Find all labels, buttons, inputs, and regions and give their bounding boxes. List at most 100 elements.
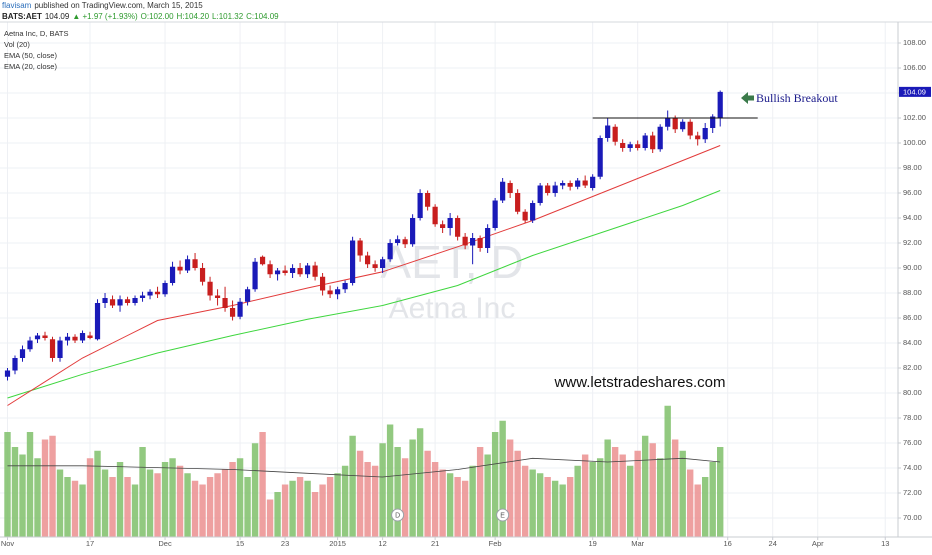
candle-body bbox=[702, 128, 708, 140]
candle-body bbox=[117, 299, 123, 306]
candle-body bbox=[207, 281, 213, 296]
volume-bar bbox=[701, 477, 709, 537]
candle-body bbox=[139, 295, 146, 298]
candle-body bbox=[635, 144, 641, 148]
candle-body bbox=[372, 264, 378, 268]
volume-bar bbox=[484, 454, 491, 537]
candle-body bbox=[665, 118, 671, 127]
last-price-box bbox=[899, 86, 931, 97]
volume-bar bbox=[469, 465, 476, 537]
high: H:104.20 bbox=[177, 12, 210, 21]
volume-bar bbox=[214, 473, 221, 537]
volume-bar bbox=[649, 443, 656, 537]
volume-bar bbox=[424, 450, 431, 537]
volume-bar bbox=[326, 477, 334, 537]
volume-bar bbox=[266, 499, 274, 537]
candle-body bbox=[229, 308, 236, 317]
x-tick-label: 2015 bbox=[329, 539, 346, 548]
volume-bar bbox=[19, 454, 26, 537]
volume-bar bbox=[664, 405, 671, 537]
candle-body bbox=[605, 125, 611, 138]
candle-body bbox=[177, 266, 183, 271]
y-tick-label: 92.00 bbox=[903, 238, 922, 247]
event-marker bbox=[496, 508, 510, 522]
volume-bar bbox=[604, 439, 611, 537]
x-tick-label: Mar bbox=[631, 539, 644, 548]
candle-body bbox=[147, 291, 153, 296]
legend-volume: Vol (20) bbox=[4, 40, 30, 49]
candle-body bbox=[530, 203, 536, 221]
candle-body bbox=[642, 135, 648, 148]
candle-body bbox=[695, 135, 701, 140]
x-tick-label: 21 bbox=[431, 539, 439, 548]
last-price-label: 104.09 bbox=[903, 87, 926, 96]
candle-body bbox=[282, 270, 288, 273]
x-tick-label: 24 bbox=[769, 539, 777, 548]
legend-ema: EMA (50, close) bbox=[4, 51, 57, 60]
volume-bar bbox=[34, 458, 41, 537]
volume-bar bbox=[184, 473, 191, 537]
volume-bar bbox=[574, 465, 581, 537]
volume-bar bbox=[634, 450, 641, 537]
volume-bar bbox=[619, 454, 626, 537]
volume-bar bbox=[506, 439, 514, 537]
volume-bar bbox=[521, 465, 529, 537]
volume-bar bbox=[581, 454, 589, 537]
y-tick-label: 108.00 bbox=[903, 38, 926, 47]
volume-bar bbox=[79, 484, 86, 537]
candle-body bbox=[417, 193, 423, 218]
volume-bar bbox=[319, 484, 326, 537]
volume-bar bbox=[281, 484, 289, 537]
candle-body bbox=[462, 236, 468, 246]
volume-bar bbox=[491, 432, 499, 537]
y-tick-label: 76.00 bbox=[903, 438, 922, 447]
volume-bar bbox=[101, 469, 109, 537]
candle-body bbox=[402, 239, 408, 245]
volume-bar bbox=[401, 458, 409, 537]
x-tick-label: 16 bbox=[724, 539, 732, 548]
candle-body bbox=[57, 340, 63, 358]
candle-body bbox=[680, 121, 686, 130]
candle-body bbox=[365, 255, 371, 265]
volume-bar bbox=[94, 450, 101, 537]
y-tick-label: 96.00 bbox=[903, 188, 922, 197]
candle-body bbox=[304, 265, 311, 275]
volume-bar bbox=[259, 432, 266, 537]
candle-body bbox=[597, 138, 603, 177]
candle-body bbox=[567, 183, 573, 187]
volume-bar bbox=[176, 465, 184, 537]
candle-body bbox=[687, 121, 693, 136]
volume-bar bbox=[476, 447, 484, 537]
y-tick-label: 100.00 bbox=[903, 138, 926, 147]
volume-bar bbox=[694, 484, 701, 537]
y-tick-label: 78.00 bbox=[903, 413, 922, 422]
candle-body bbox=[184, 259, 191, 271]
last-price: 104.09 bbox=[45, 12, 70, 21]
volume-bar bbox=[4, 432, 11, 537]
candle-body bbox=[42, 335, 48, 338]
y-tick-label: 72.00 bbox=[903, 488, 922, 497]
volume-bar bbox=[296, 477, 304, 537]
candle-body bbox=[162, 283, 168, 295]
volume-bar bbox=[131, 484, 139, 537]
candle-body bbox=[560, 183, 566, 186]
volume-bar bbox=[244, 477, 251, 537]
volume-bar bbox=[641, 435, 649, 537]
candle-body bbox=[515, 193, 521, 212]
volume-bar bbox=[236, 458, 244, 537]
plot-area: AET, D Aetna Inc D E bbox=[0, 22, 901, 540]
candle-body bbox=[470, 238, 476, 246]
volume-bar bbox=[364, 462, 371, 537]
candle-body bbox=[214, 295, 221, 298]
candle-body bbox=[79, 333, 86, 341]
watermark-sub: Aetna Inc bbox=[389, 292, 516, 325]
candle-body bbox=[552, 185, 558, 193]
ema-line bbox=[7, 190, 721, 399]
candle-body bbox=[267, 264, 273, 275]
candle-body bbox=[440, 224, 446, 228]
volume-bar bbox=[386, 424, 394, 537]
candle-body bbox=[410, 218, 416, 245]
volume-bar bbox=[146, 469, 154, 537]
volume-bar bbox=[221, 469, 229, 537]
